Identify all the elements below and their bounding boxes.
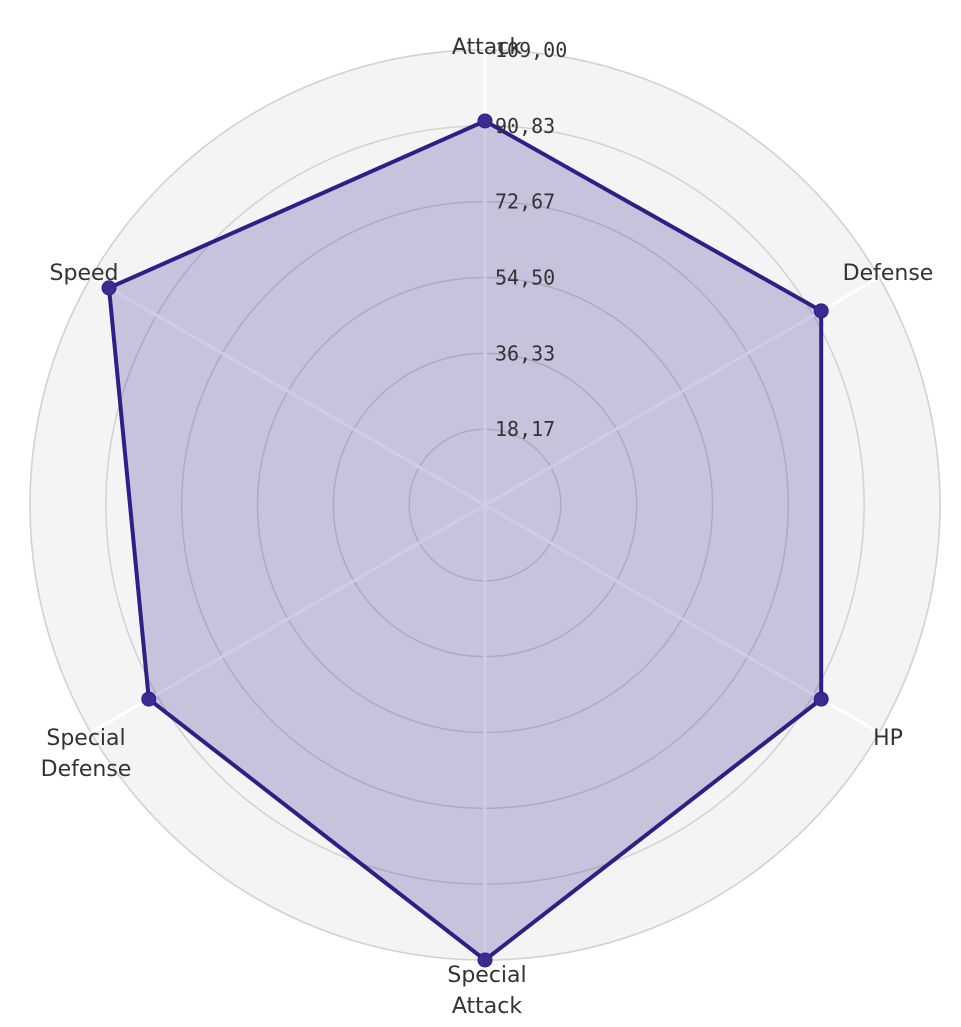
data-point-attack[interactable] <box>477 113 493 129</box>
data-point-special-defense[interactable] <box>141 691 157 707</box>
axis-spokes <box>90 50 880 960</box>
spoke-special-defense <box>90 503 486 734</box>
axis-labels: Attack Defense HP Special Attack Special Defen… <box>41 35 934 1019</box>
tick-label: 36,33 <box>495 341 555 365</box>
axis-label-speed: Speed <box>50 261 119 286</box>
axis-label-special-attack: Special Attack <box>447 963 526 1019</box>
series <box>101 113 829 968</box>
axis-label-hp: HP <box>873 726 903 751</box>
tick-label: 109,00 <box>495 38 567 62</box>
tick-label: 72,67 <box>495 190 555 214</box>
spoke-defense <box>484 276 880 507</box>
spoke-hp <box>484 503 880 734</box>
spoke-speed <box>90 276 486 507</box>
axis-label-defense: Defense <box>843 261 934 286</box>
tick-label: 54,50 <box>495 266 555 290</box>
tick-label: 90,83 <box>495 114 555 138</box>
tick-labels: 18,17 36,33 54,50 72,67 90,83 109,00 <box>495 38 567 441</box>
data-point-hp[interactable] <box>813 691 829 707</box>
data-point-speed[interactable] <box>101 280 117 296</box>
tick-label: 18,17 <box>495 417 555 441</box>
axis-label-special-defense: Special Defense <box>41 726 132 782</box>
data-point-defense[interactable] <box>813 303 829 319</box>
data-point-special-attack[interactable] <box>477 952 493 968</box>
axis-label-attack: Attack <box>452 35 522 60</box>
